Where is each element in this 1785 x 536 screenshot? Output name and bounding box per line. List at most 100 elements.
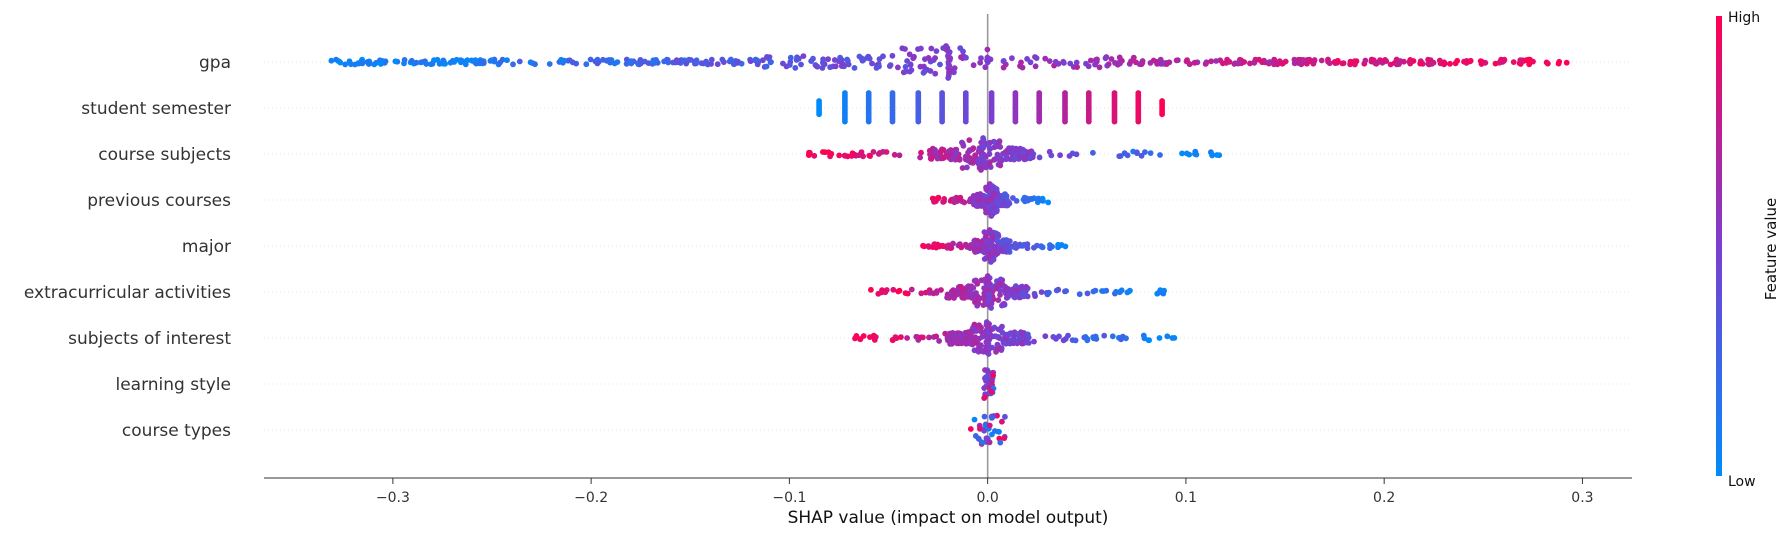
shap-dot [963,340,969,347]
shap-dot [708,56,715,63]
shap-dot [895,64,901,71]
shap-dot [958,283,964,290]
shap-dot [1046,289,1052,296]
shap-dot [728,56,734,63]
shap-dot [963,242,970,249]
shap-dot [939,118,945,125]
shap-dot [947,245,954,252]
shap-dot [1011,156,1017,163]
shap-dot [1394,61,1400,68]
shap-dot [1135,118,1142,125]
shap-dot [800,53,807,59]
shap-dot [976,295,983,302]
shap-dot [558,56,564,63]
shap-dot [896,152,903,159]
shap-dot [995,140,1002,147]
shap-dot [1179,150,1185,157]
shap-dot [932,70,939,77]
shap-dot [946,148,952,155]
shap-dot [958,244,965,251]
shap-dot [1203,59,1210,66]
shap-dot [1000,58,1007,64]
shap-dot [1025,331,1031,338]
shap-dot [896,287,903,294]
shap-dot [1187,61,1193,67]
shap-dot [805,152,812,159]
shap-dot [890,286,897,293]
shap-dot [587,56,594,63]
shap-dot [1022,154,1028,161]
shap-dot [960,142,967,149]
shap-dot [1031,290,1038,297]
shap-dot [981,413,988,420]
shap-dot [971,416,978,423]
shap-dot [945,75,952,81]
shap-dot [898,334,904,340]
shap-dot [1053,287,1060,294]
shap-dot [1012,294,1018,301]
shap-dot [995,297,1002,303]
shap-dot [980,199,987,206]
shap-dot [960,48,966,55]
shap-dot [922,56,928,62]
shap-dot [966,137,973,144]
shap-dot [933,243,939,250]
shap-dot [1295,59,1302,65]
shap-dot [472,57,479,63]
shap-dot [649,59,656,66]
shap-dot [1318,57,1325,64]
shap-dot [1266,59,1273,65]
shap-dot [1042,55,1049,62]
shap-dot [973,290,979,296]
shap-dot [1032,63,1039,70]
shap-dot [988,259,994,265]
shap-dot [971,321,978,328]
shap-dot [688,57,694,63]
shap-dot [990,372,996,379]
shap-dot [1009,336,1016,343]
shap-dot [457,57,464,63]
shap-dot [1496,59,1503,66]
shap-dot [1101,332,1108,339]
shap-dot [333,56,339,63]
shap-dot [1216,152,1223,159]
shap-dot [925,243,932,249]
shap-dot [628,58,634,65]
shap-dot [989,415,995,421]
shap-dot [1037,197,1043,204]
shap-dot [1452,60,1459,67]
shap-dot [887,62,894,68]
shap-dot [962,118,969,125]
shap-dot [763,63,770,70]
shap-dot [1019,330,1026,336]
shap-dot [408,57,415,64]
shap-dot [940,155,946,162]
shap-dot [918,45,924,52]
shap-dot [988,305,994,311]
shap-dot [413,59,420,66]
shap-dot [902,290,909,296]
shap-dot [991,144,998,151]
shap-dot [734,60,740,66]
shap-dot [889,118,896,125]
shap-dot [1096,64,1103,71]
shap-dot [870,149,877,155]
shap-dots [328,43,1570,447]
shap-dot [1362,57,1369,64]
shap-dot [1108,56,1115,62]
shap-dot [836,152,843,159]
shap-dot [961,199,968,206]
shap-dot [798,61,804,68]
shap-dot [1082,334,1089,340]
x-axis-title: SHAP value (impact on model output) [788,508,1109,528]
shap-dot [986,144,993,151]
shap-dot [959,165,966,171]
shap-dot [1013,198,1020,204]
shap-dot [934,155,941,162]
shap-dot [604,57,611,64]
shap-dot [1169,335,1176,341]
feature-label: subjects of interest [68,329,231,349]
shap-dot [1024,56,1030,62]
shap-dot [933,48,940,54]
shap-dot [872,334,879,340]
